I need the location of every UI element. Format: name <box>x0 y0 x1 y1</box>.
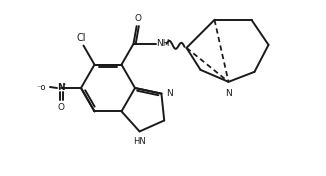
Text: ⁻o: ⁻o <box>37 83 46 92</box>
Text: N: N <box>57 83 65 93</box>
Text: O: O <box>134 14 141 23</box>
Text: Cl: Cl <box>77 33 86 43</box>
Text: HN: HN <box>133 137 146 146</box>
Text: NH: NH <box>156 39 170 48</box>
Text: O: O <box>57 103 65 112</box>
Text: •: • <box>62 82 66 87</box>
Text: N: N <box>166 89 173 98</box>
Text: N: N <box>225 89 232 98</box>
